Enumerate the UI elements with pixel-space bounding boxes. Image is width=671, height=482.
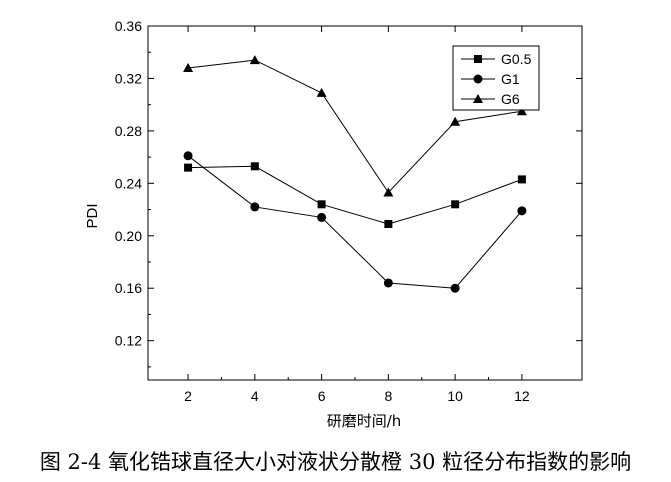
- marker-circle: [250, 202, 260, 212]
- plot-frame: [147, 25, 583, 381]
- marker-circle: [517, 206, 527, 216]
- x-tick-label: 10: [447, 388, 463, 404]
- series-g6: [183, 55, 527, 197]
- legend-item: G0.5: [461, 51, 532, 67]
- figure-caption: 图 2-4 氧化锆球直径大小对液状分散橙 30 粒径分布指数的影响: [39, 450, 632, 474]
- x-tick-label: 4: [251, 388, 259, 404]
- marker-triangle: [383, 187, 394, 197]
- y-tick-label: 0.32: [115, 70, 142, 86]
- x-axis: 2 4 6 8 10 12: [184, 26, 530, 404]
- legend-item: G6: [461, 91, 520, 107]
- y-tick-label: 0.36: [115, 18, 142, 34]
- x-tick-label: 12: [514, 388, 530, 404]
- series-line: [187, 155, 523, 289]
- series-g1: [183, 151, 527, 293]
- marker-circle: [473, 74, 483, 84]
- legend-label: G6: [501, 91, 520, 107]
- marker-circle: [317, 212, 327, 222]
- plot-border: [147, 25, 583, 381]
- marker-square: [250, 162, 259, 171]
- x-tick-label: 2: [184, 388, 192, 404]
- y-tick-label: 0.16: [115, 280, 142, 296]
- marker-square: [451, 200, 460, 209]
- y-axis: 0.12 0.16 0.20 0.24 0.28 0.32 0.36: [115, 18, 582, 368]
- y-tick-label: 0.20: [115, 228, 142, 244]
- marker-square: [184, 163, 193, 172]
- series-line: [188, 165, 523, 225]
- marker-circle: [183, 151, 193, 161]
- y-axis-label: PDI: [84, 203, 101, 228]
- marker-triangle: [316, 87, 327, 97]
- marker-square: [317, 200, 326, 209]
- y-tick-label: 0.28: [115, 123, 142, 139]
- series-line: [188, 59, 522, 194]
- series-layer: [183, 55, 527, 293]
- legend-label: G0.5: [501, 51, 532, 67]
- marker-square: [384, 219, 393, 228]
- marker-triangle: [183, 62, 194, 72]
- legend-label: G1: [501, 71, 520, 87]
- marker-triangle: [473, 94, 483, 103]
- x-tick-label: 6: [318, 388, 326, 404]
- y-tick-label: 0.24: [115, 175, 142, 191]
- marker-square: [474, 55, 482, 63]
- legend: G0.5 G1 G6: [452, 45, 540, 111]
- x-tick-label: 8: [384, 388, 392, 404]
- marker-triangle: [450, 116, 461, 126]
- marker-circle: [450, 283, 460, 293]
- marker-triangle: [249, 55, 260, 65]
- marker-triangle: [516, 106, 527, 116]
- series-g0-5: [184, 162, 526, 228]
- pdi-line-chart: 0.12 0.16 0.20 0.24 0.28 0.32 0.36 2 4 6 8 10 12 G0…: [84, 18, 583, 430]
- x-axis-label: 研磨时间/h: [327, 412, 402, 430]
- marker-circle: [383, 278, 393, 288]
- legend-item: G1: [461, 71, 520, 87]
- y-tick-label: 0.12: [115, 333, 142, 349]
- marker-square: [517, 175, 526, 184]
